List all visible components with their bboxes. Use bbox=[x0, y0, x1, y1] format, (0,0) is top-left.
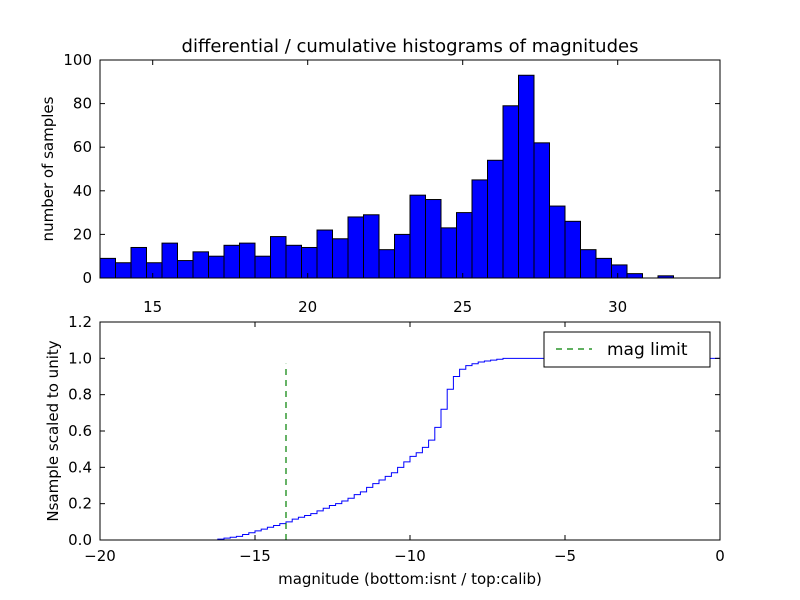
y-tick-label: 60 bbox=[73, 138, 92, 156]
histogram-bar bbox=[177, 260, 194, 279]
y-tick-label: 0.6 bbox=[68, 422, 92, 440]
x-tick-label: −10 bbox=[394, 547, 426, 565]
histogram-bar bbox=[161, 242, 178, 279]
legend-entry-mag-limit: mag limit bbox=[607, 340, 688, 360]
histogram-bar bbox=[223, 244, 240, 279]
x-tick-label: −20 bbox=[84, 547, 116, 565]
histogram-bar bbox=[611, 264, 628, 279]
y-tick-label: 1.2 bbox=[68, 313, 92, 331]
histogram-bars bbox=[99, 74, 674, 279]
histogram-bar bbox=[363, 214, 380, 279]
histogram-bar bbox=[518, 74, 535, 279]
histogram-bar bbox=[146, 262, 163, 279]
histogram-bar bbox=[130, 246, 147, 279]
y-tick-label: 20 bbox=[73, 225, 92, 243]
histogram-bar bbox=[285, 244, 302, 279]
histogram-bar bbox=[394, 233, 411, 279]
bottom-x-ticks: −20 −15 −10 −5 0 bbox=[84, 322, 725, 565]
histogram-bar bbox=[270, 236, 287, 279]
histogram-bar bbox=[580, 249, 597, 279]
y-tick-label: 80 bbox=[73, 95, 92, 113]
histogram-bar bbox=[456, 212, 473, 279]
y-tick-label: 0.0 bbox=[68, 531, 92, 549]
histogram-bar bbox=[595, 257, 612, 279]
y-tick-label: 0.4 bbox=[68, 458, 92, 476]
histogram-bar bbox=[502, 105, 519, 279]
chart-title: differential / cumulative histograms of … bbox=[182, 36, 639, 57]
top-y-ticks: 0 20 40 60 80 100 bbox=[63, 51, 720, 287]
histogram-bar bbox=[332, 238, 349, 279]
legend: mag limit bbox=[543, 331, 711, 368]
histogram-bar bbox=[301, 246, 318, 279]
top-axes-frame bbox=[99, 59, 721, 279]
histogram-bar bbox=[254, 255, 271, 279]
y-tick-label: 40 bbox=[73, 182, 92, 200]
histogram-bar bbox=[626, 273, 643, 279]
histogram-bar bbox=[239, 242, 256, 279]
histogram-bar bbox=[425, 199, 442, 279]
x-tick-label: 25 bbox=[453, 298, 472, 316]
histogram-bar bbox=[409, 194, 426, 279]
histogram-bar bbox=[378, 249, 395, 279]
histogram-bar bbox=[471, 179, 488, 279]
histogram-bar bbox=[440, 227, 457, 279]
x-tick-label: −15 bbox=[239, 547, 271, 565]
x-tick-label: 30 bbox=[608, 298, 627, 316]
histogram-bar bbox=[192, 251, 209, 279]
top-histogram-panel: differential / cumulative histograms of … bbox=[39, 36, 721, 316]
cumulative-step-line bbox=[100, 357, 721, 541]
x-tick-label: 15 bbox=[143, 298, 162, 316]
cumulative-lines bbox=[100, 357, 721, 541]
top-x-ticks: 15 20 25 30 bbox=[143, 60, 627, 316]
y-tick-label: 0 bbox=[82, 269, 92, 287]
x-tick-label: −5 bbox=[554, 547, 576, 565]
y-tick-label: 100 bbox=[63, 51, 92, 69]
y-tick-label: 0.2 bbox=[68, 495, 92, 513]
bottom-x-axis-label: magnitude (bottom:isnt / top:calib) bbox=[278, 570, 542, 588]
x-tick-label: 0 bbox=[715, 547, 725, 565]
bottom-cumulative-panel: −20 −15 −10 −5 0 0.0 0.2 0.4 0.6 0.8 1.0 1.2 magni… bbox=[44, 313, 725, 588]
x-tick-label: 20 bbox=[298, 298, 317, 316]
top-y-axis-label: number of samples bbox=[39, 96, 57, 241]
histogram-bar bbox=[564, 220, 581, 279]
histogram-bar bbox=[316, 229, 333, 279]
histogram-bar bbox=[487, 159, 504, 279]
histogram-bar bbox=[347, 216, 364, 279]
histogram-bar bbox=[533, 142, 550, 279]
histogram-bar bbox=[208, 255, 225, 279]
bottom-y-ticks: 0.0 0.2 0.4 0.6 0.8 1.0 1.2 bbox=[68, 313, 720, 549]
histogram-bar bbox=[99, 257, 116, 279]
y-tick-label: 0.8 bbox=[68, 386, 92, 404]
histogram-bar bbox=[115, 262, 132, 279]
y-tick-label: 1.0 bbox=[68, 349, 92, 367]
histogram-bar bbox=[549, 205, 566, 279]
bottom-y-axis-label: Nsample scaled to unity bbox=[44, 340, 62, 521]
